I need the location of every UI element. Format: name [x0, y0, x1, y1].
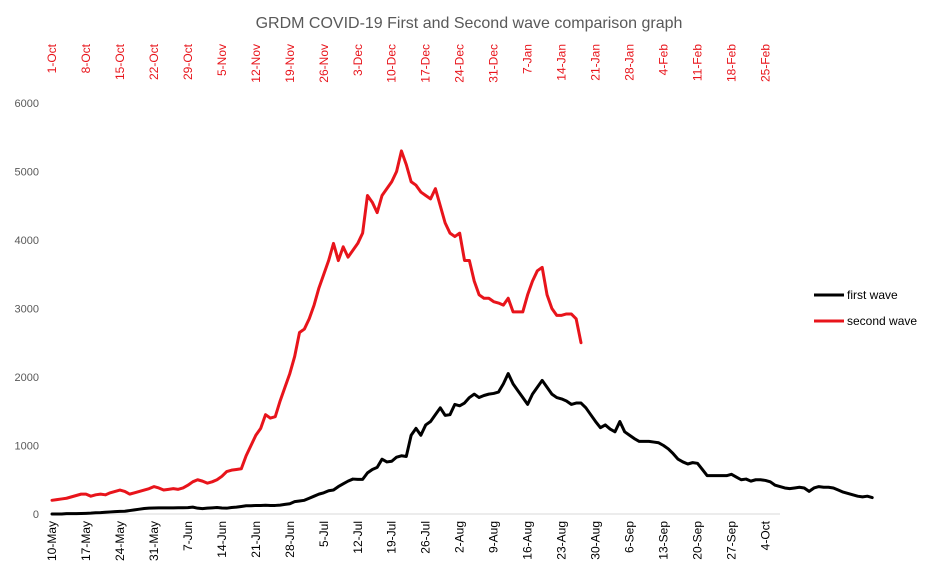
x-tick-label-bottom: 19-Jul [385, 521, 399, 554]
y-axis: 0 1000 2000 3000 4000 5000 6000 [15, 98, 39, 521]
x-tick-label-top: 5-Nov [215, 44, 229, 76]
x-tick-label-top: 24-Dec [453, 44, 467, 83]
x-axis-bottom: 10-May 17-May 24-May 31-May 7-Jun 14-Jun 21-Ju… [45, 513, 780, 561]
x-tick-label-top: 4-Feb [657, 44, 671, 76]
y-tick-label: 6000 [15, 98, 39, 110]
x-tick-label-top: 21-Jan [589, 44, 603, 81]
x-axis-top: 1-Oct 8-Oct 15-Oct 22-Oct 29-Oct 5-Nov 12-Nov 1… [45, 43, 772, 82]
series-line-first-wave [50, 372, 874, 516]
x-tick-label-bottom: 5-Jul [317, 521, 331, 547]
x-tick-label-bottom: 30-Aug [589, 521, 603, 560]
x-tick-label-top: 15-Oct [113, 43, 127, 80]
x-tick-label-top: 1-Oct [45, 43, 59, 73]
y-tick-label: 1000 [15, 441, 39, 453]
x-tick-label-bottom: 7-Jun [181, 521, 195, 551]
x-tick-label-bottom: 21-Jun [249, 521, 263, 558]
legend-item-first-wave: first wave [814, 288, 898, 302]
x-tick-label-top: 26-Nov [317, 44, 331, 83]
x-tick-label-bottom: 6-Sep [623, 521, 637, 553]
x-tick-label-top: 3-Dec [351, 44, 365, 76]
x-tick-label-top: 10-Dec [385, 44, 399, 83]
x-tick-label-top: 8-Oct [79, 43, 93, 73]
x-tick-label-top: 12-Nov [249, 44, 263, 83]
x-tick-label-bottom: 27-Sep [724, 521, 738, 560]
x-tick-label-bottom: 13-Sep [657, 521, 671, 560]
x-tick-label-top: 14-Jan [555, 44, 569, 81]
x-tick-label-bottom: 17-May [79, 521, 93, 561]
x-tick-label-bottom: 28-Jun [283, 521, 297, 558]
x-tick-label-bottom: 16-Aug [521, 521, 535, 560]
x-tick-label-bottom: 26-Jul [419, 521, 433, 554]
y-tick-label: 2000 [15, 372, 39, 384]
x-tick-label-bottom: 9-Aug [487, 521, 501, 553]
x-tick-label-top: 18-Feb [724, 44, 738, 82]
x-tick-label-bottom: 2-Aug [453, 521, 467, 553]
x-tick-label-bottom: 10-May [45, 521, 59, 561]
legend-item-second-wave: second wave [814, 314, 917, 328]
x-tick-label-top: 11-Feb [690, 44, 704, 81]
x-tick-label-bottom: 20-Sep [690, 521, 704, 560]
x-tick-label-top: 28-Jan [623, 44, 637, 81]
x-tick-label-bottom: 4-Oct [758, 520, 772, 550]
x-tick-label-top: 7-Jan [521, 44, 535, 74]
x-tick-label-top: 19-Nov [283, 44, 297, 83]
x-tick-label-top: 25-Feb [758, 44, 772, 82]
y-tick-label: 3000 [15, 304, 39, 316]
x-tick-label-bottom: 24-May [113, 521, 127, 561]
x-tick-label-bottom: 23-Aug [555, 521, 569, 560]
series-group [50, 149, 874, 516]
y-tick-label: 5000 [15, 167, 39, 179]
x-tick-label-top: 31-Dec [487, 44, 501, 83]
x-tick-label-top: 22-Oct [147, 43, 161, 80]
y-tick-label: 0 [33, 509, 39, 521]
x-tick-label-bottom: 31-May [147, 521, 161, 561]
y-tick-label: 4000 [15, 235, 39, 247]
x-tick-label-top: 17-Dec [419, 44, 433, 83]
chart-title: GRDM COVID-19 First and Second wave comp… [256, 15, 683, 32]
legend-label-second-wave: second wave [847, 314, 917, 328]
x-tick-label-bottom: 14-Jun [215, 521, 229, 558]
legend-label-first-wave: first wave [847, 288, 898, 302]
legend: first wave second wave [814, 288, 917, 328]
x-tick-label-top: 29-Oct [181, 43, 195, 80]
x-tick-label-bottom: 12-Jul [351, 521, 365, 554]
series-line-second-wave [50, 149, 583, 502]
